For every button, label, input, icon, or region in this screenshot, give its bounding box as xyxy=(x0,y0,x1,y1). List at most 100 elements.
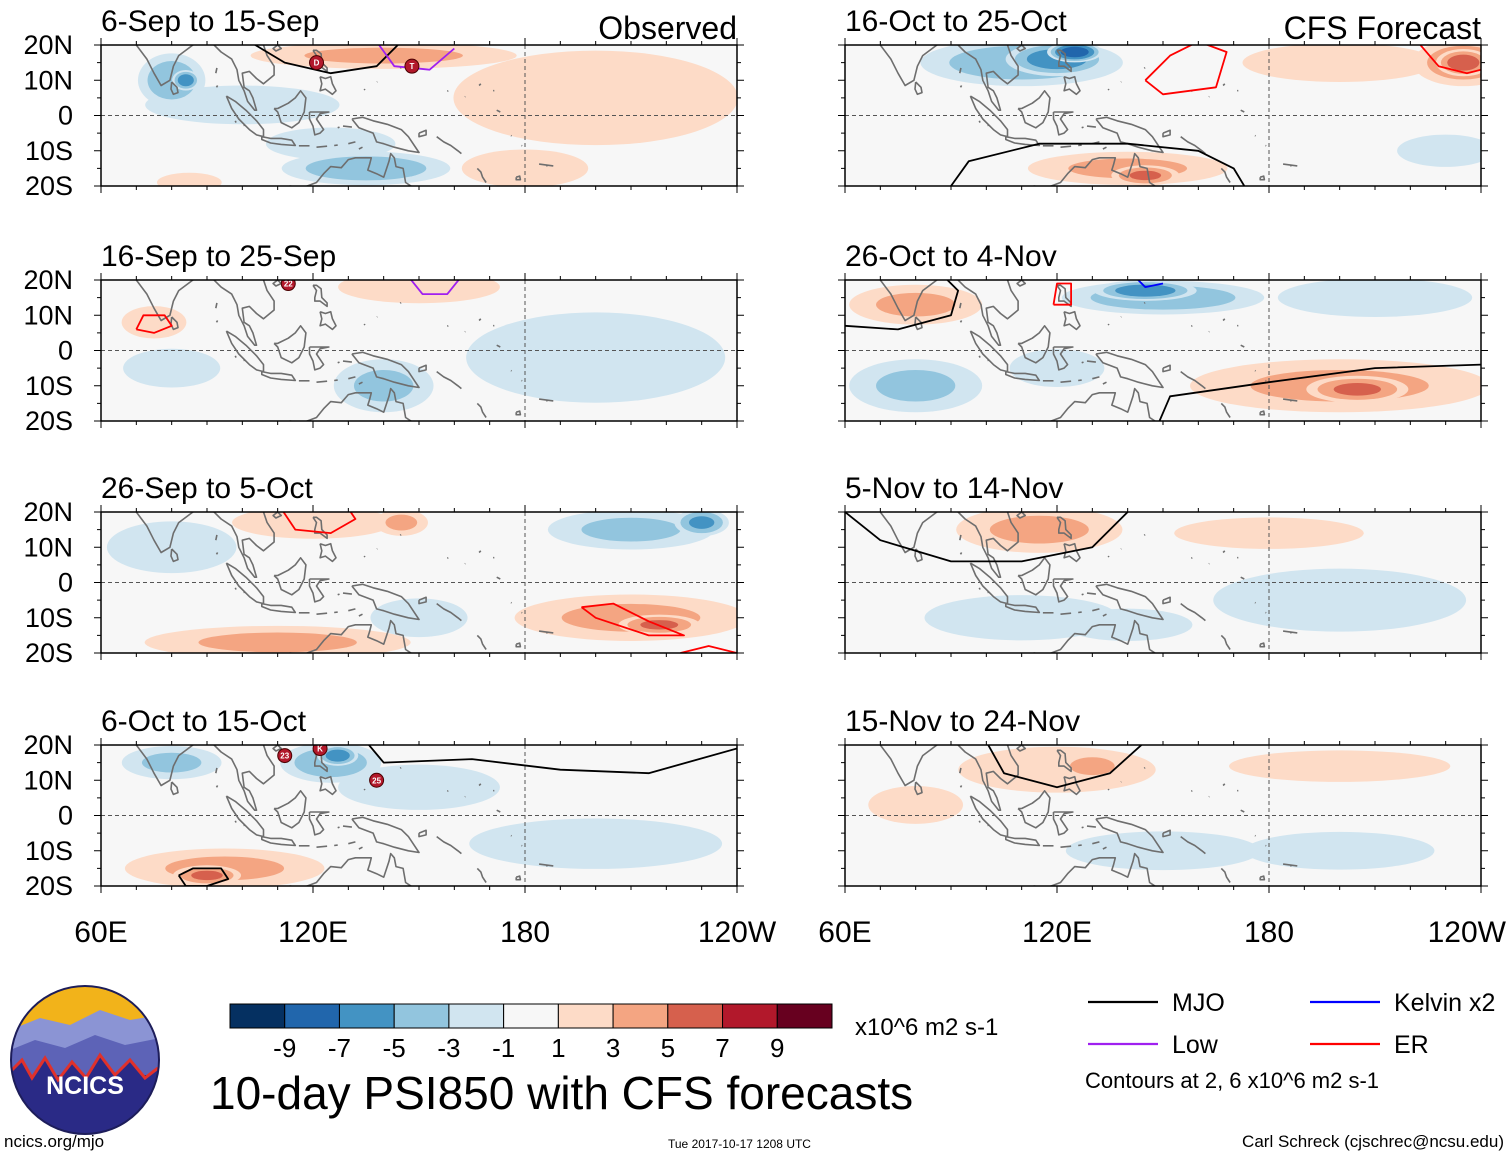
timestamp: Tue 2017-10-17 1208 UTC xyxy=(668,1137,811,1151)
legend-label: ER xyxy=(1394,1031,1429,1059)
colorbar-units: x10^6 m2 s-1 xyxy=(855,1014,999,1041)
map-panel: 22 20N 10N 0 10S 20S 16-Sep to 25-Sep xyxy=(23,240,744,436)
psi-field xyxy=(845,745,1481,886)
panel-title: 15-Nov to 24-Nov xyxy=(845,705,1080,738)
anomaly-shade xyxy=(338,280,500,304)
contour-er xyxy=(1052,282,1072,306)
reference-lines xyxy=(845,745,1481,886)
anomaly-shade xyxy=(469,818,723,869)
storm-label: 22 xyxy=(284,280,293,289)
coastlines xyxy=(878,280,1298,421)
anomaly-shade xyxy=(1333,382,1382,396)
panel-title: 6-Oct to 15-Oct xyxy=(101,705,307,738)
storm-marker: 25 xyxy=(369,772,385,788)
observed-label: Observed xyxy=(598,10,737,46)
colorbar-swatch xyxy=(284,1003,340,1029)
y-tick-label: 10N xyxy=(23,65,73,95)
anomaly-shade xyxy=(106,521,237,574)
anomaly-shade xyxy=(191,870,223,881)
legend-label: MJO xyxy=(1172,989,1225,1017)
panel-title: 6-Sep to 15-Sep xyxy=(101,5,319,38)
colorbar-swatch xyxy=(503,1003,559,1029)
colorbar-tick-label: 7 xyxy=(715,1033,729,1063)
colorbar-tick-label: -7 xyxy=(328,1033,351,1063)
y-tick-label: 10N xyxy=(23,765,73,795)
y-tick-label: 10N xyxy=(23,300,73,330)
y-tick-label: 0 xyxy=(58,101,73,131)
x-tick-label: 120W xyxy=(1428,916,1507,949)
contour-mjo xyxy=(950,142,1246,186)
coastlines xyxy=(878,45,1298,186)
panel-title: 26-Sep to 5-Oct xyxy=(101,472,313,505)
panel-title: 26-Oct to 4-Nov xyxy=(845,240,1057,273)
reference-lines xyxy=(845,45,1481,186)
panel-ticks xyxy=(838,738,1488,893)
anomaly-shade xyxy=(1009,349,1105,388)
anomaly-shade xyxy=(876,369,956,402)
reference-lines xyxy=(845,512,1481,653)
x-tick-label: 60E xyxy=(74,916,127,949)
x-tick-label: 180 xyxy=(500,916,550,949)
contour-er xyxy=(282,512,357,534)
forecast-label: CFS Forecast xyxy=(1284,10,1481,46)
reference-lines xyxy=(101,512,737,653)
y-tick-label: 0 xyxy=(58,568,73,598)
map-panel: 26-Oct to 4-Nov xyxy=(838,240,1488,428)
contour-er xyxy=(680,645,737,653)
x-tick-label: 120W xyxy=(698,916,777,949)
y-tick-label: 20N xyxy=(23,30,73,60)
anomaly-shade xyxy=(156,172,222,186)
logo-text: NCICS xyxy=(46,1072,124,1100)
colorbar-swatch xyxy=(612,1003,669,1029)
panel-title: 16-Sep to 25-Sep xyxy=(101,240,336,273)
x-tick-label: 180 xyxy=(1244,916,1294,949)
psi-field xyxy=(845,45,1481,186)
anomaly-shade xyxy=(989,515,1089,544)
colorbar-swatch xyxy=(722,1003,778,1029)
anomaly-shade xyxy=(198,632,357,653)
contour-mjo xyxy=(177,867,230,886)
reference-lines xyxy=(101,745,737,886)
psi-field xyxy=(101,512,737,653)
colorbar-swatch xyxy=(776,1003,833,1029)
colorbar-tick-label: 9 xyxy=(770,1033,784,1063)
legend: MJO Kelvin x2 Low ER xyxy=(1088,989,1495,1059)
panel-ticks xyxy=(94,505,744,660)
anomaly-shade xyxy=(325,749,350,762)
anomaly-shade xyxy=(876,292,956,317)
panel-ticks xyxy=(94,38,744,193)
anomaly-shade xyxy=(1060,46,1089,58)
storm-label: K xyxy=(317,745,323,754)
y-tick-label: 20S xyxy=(25,171,73,201)
map-panel: 23 K 25 20N 10N 0 10S 20S 6-Oct to 15-Oct 60E 120E… xyxy=(23,705,776,949)
anomaly-shade xyxy=(581,517,681,542)
contour-mjo xyxy=(367,745,737,775)
contour-mjo xyxy=(987,745,1143,789)
y-tick-label: 0 xyxy=(58,336,73,366)
legend-label: Kelvin x2 xyxy=(1394,989,1495,1017)
y-tick-label: 10S xyxy=(25,836,73,866)
coastlines xyxy=(134,45,554,186)
contour-note: Contours at 2, 6 x10^6 m2 s-1 xyxy=(1085,1068,1380,1093)
anomaly-shade xyxy=(1213,568,1467,632)
colorbar-tick-label: -9 xyxy=(273,1033,296,1063)
y-tick-label: 20S xyxy=(25,406,73,436)
colorbar-tick-label: -1 xyxy=(492,1033,515,1063)
reference-lines xyxy=(101,45,737,186)
map-panel: 15-Nov to 24-Nov 60E 120E 180 120W xyxy=(818,705,1506,949)
contour-mjo xyxy=(845,512,1129,563)
anomaly-shade xyxy=(353,369,414,402)
panel-ticks xyxy=(838,38,1488,193)
storm-label: 23 xyxy=(280,752,289,761)
storm-marker: K xyxy=(312,745,328,757)
map-panel: 16-Oct to 25-Oct CFS Forecast xyxy=(838,5,1488,193)
contour-mjo xyxy=(1158,363,1481,421)
legend-item: MJO xyxy=(1088,989,1225,1017)
anomaly-shade xyxy=(453,50,737,146)
storm-label: 25 xyxy=(372,776,381,785)
anomaly-shade xyxy=(123,348,221,388)
y-tick-label: 10N xyxy=(23,532,73,562)
anomaly-shade xyxy=(466,312,726,403)
